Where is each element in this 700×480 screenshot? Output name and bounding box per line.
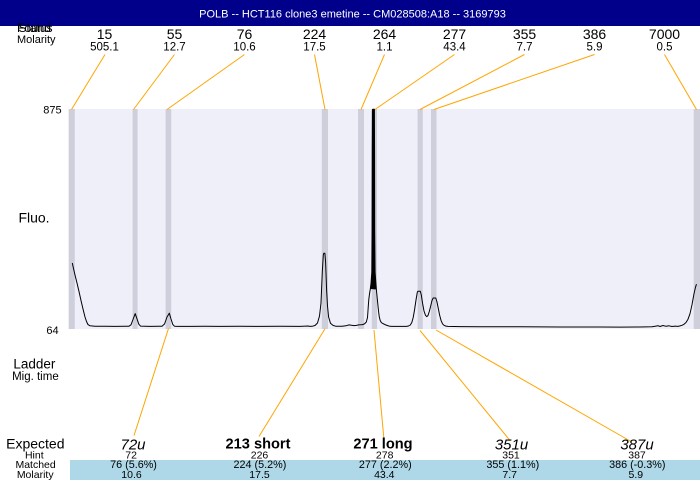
svg-text:355 (1.1%): 355 (1.1%)	[486, 459, 539, 471]
svg-text:355: 355	[513, 26, 537, 42]
svg-text:264: 264	[373, 26, 397, 42]
svg-text:271 long: 271 long	[353, 436, 412, 452]
svg-text:213 short: 213 short	[226, 436, 291, 452]
svg-text:5.9: 5.9	[628, 469, 643, 480]
svg-text:277 (2.2%): 277 (2.2%)	[359, 459, 412, 471]
svg-text:0.5: 0.5	[657, 42, 673, 54]
svg-text:Fluo.: Fluo.	[18, 210, 49, 226]
svg-text:224: 224	[303, 26, 327, 42]
svg-text:7.7: 7.7	[517, 42, 533, 54]
svg-text:226: 226	[251, 449, 269, 461]
svg-text:55: 55	[167, 26, 183, 42]
svg-text:72: 72	[125, 449, 137, 461]
svg-text:5.9: 5.9	[587, 42, 603, 54]
svg-text:10.6: 10.6	[121, 469, 142, 480]
svg-text:POLB -- HCT116 clone3 emetine: POLB -- HCT116 clone3 emetine -- CM02850…	[199, 9, 506, 21]
svg-text:224 (5.2%): 224 (5.2%)	[233, 459, 286, 471]
svg-text:Found: Found	[17, 21, 51, 35]
svg-text:76 (5.6%): 76 (5.6%)	[110, 459, 157, 471]
svg-text:Molarity: Molarity	[17, 469, 55, 480]
svg-text:76: 76	[237, 26, 253, 42]
svg-text:72u: 72u	[120, 436, 146, 453]
svg-text:43.4: 43.4	[443, 42, 466, 54]
svg-text:7000: 7000	[649, 26, 680, 42]
svg-text:43.4: 43.4	[374, 469, 395, 480]
svg-text:505.1: 505.1	[90, 42, 119, 54]
svg-text:875: 875	[43, 105, 61, 117]
svg-text:277: 277	[443, 26, 467, 42]
svg-text:12.7: 12.7	[163, 42, 185, 54]
svg-text:Matched: Matched	[15, 459, 55, 471]
svg-text:10.6: 10.6	[233, 42, 255, 54]
svg-text:1.1: 1.1	[377, 42, 393, 54]
svg-text:351u: 351u	[495, 436, 529, 453]
svg-text:17.5: 17.5	[249, 469, 270, 480]
svg-text:15: 15	[97, 26, 113, 42]
svg-text:Status: Status	[19, 21, 53, 35]
svg-text:7.7: 7.7	[502, 469, 517, 480]
svg-text:Hint: Hint	[25, 449, 44, 461]
svg-text:387: 387	[628, 449, 646, 461]
svg-text:64: 64	[46, 325, 58, 337]
svg-text:Expected: Expected	[6, 436, 64, 452]
svg-text:386 (-0.3%): 386 (-0.3%)	[609, 459, 665, 471]
svg-text:Ladder: Ladder	[13, 357, 56, 372]
svg-text:278: 278	[376, 449, 394, 461]
svg-text:17.5: 17.5	[303, 42, 325, 54]
svg-text:387u: 387u	[620, 436, 654, 453]
svg-text:351: 351	[502, 449, 520, 461]
svg-text:Molarity: Molarity	[17, 34, 56, 46]
svg-text:Mig. time: Mig. time	[12, 371, 59, 383]
svg-text:386: 386	[583, 26, 607, 42]
